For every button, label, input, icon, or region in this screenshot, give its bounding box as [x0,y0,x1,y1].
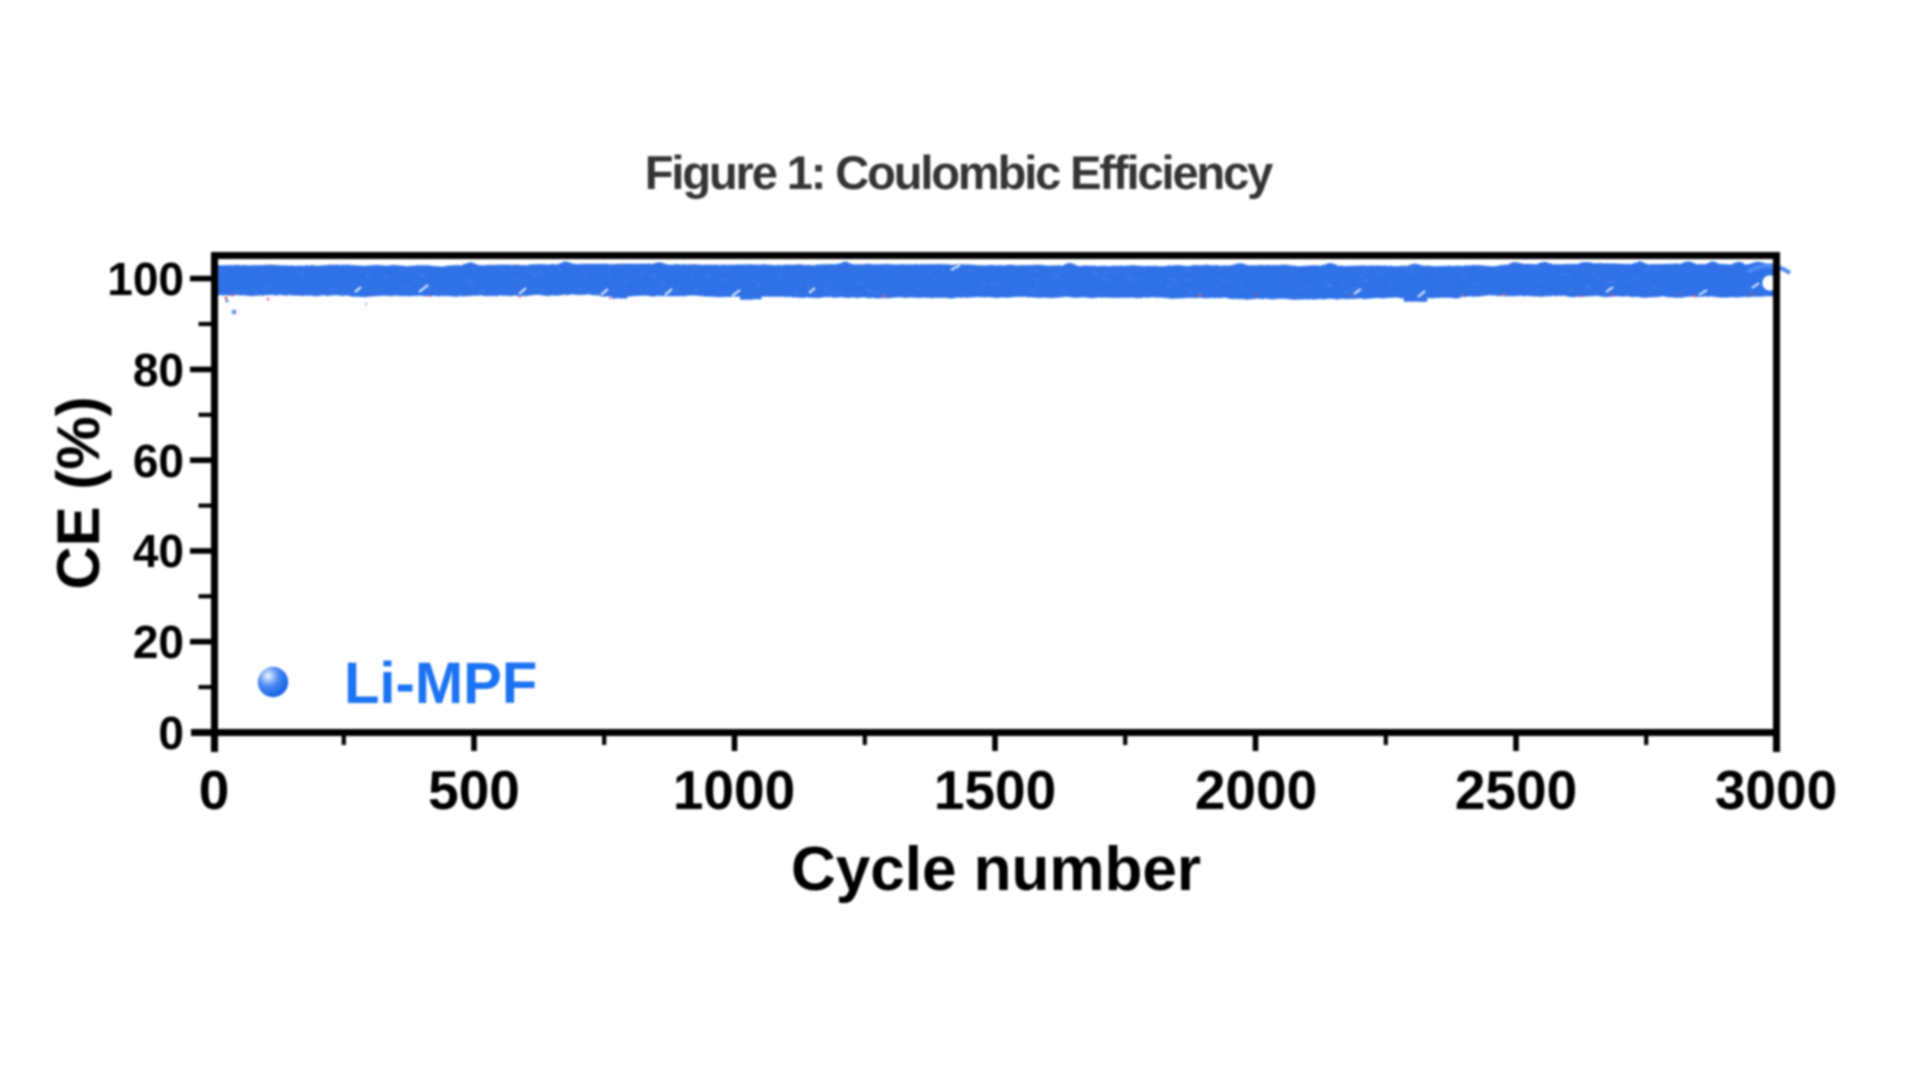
svg-text:500: 500 [428,759,520,821]
svg-text:2500: 2500 [1455,759,1577,821]
svg-text:2000: 2000 [1195,759,1317,821]
svg-text:CE (%): CE (%) [45,396,112,589]
svg-text:60: 60 [133,435,184,487]
svg-text:100: 100 [107,253,184,305]
svg-text:20: 20 [133,616,184,668]
svg-text:3000: 3000 [1715,759,1837,821]
svg-text:Li-MPF: Li-MPF [344,651,537,716]
svg-text:Figure 1: Coulombic Efficiency: Figure 1: Coulombic Efficiency [645,146,1273,199]
svg-text:1500: 1500 [934,759,1056,821]
svg-text:0: 0 [158,707,184,759]
svg-text:Cycle number: Cycle number [791,835,1201,904]
svg-text:40: 40 [133,525,184,577]
svg-text:0: 0 [199,759,230,821]
svg-text:80: 80 [133,344,184,396]
svg-text:1000: 1000 [673,759,795,821]
